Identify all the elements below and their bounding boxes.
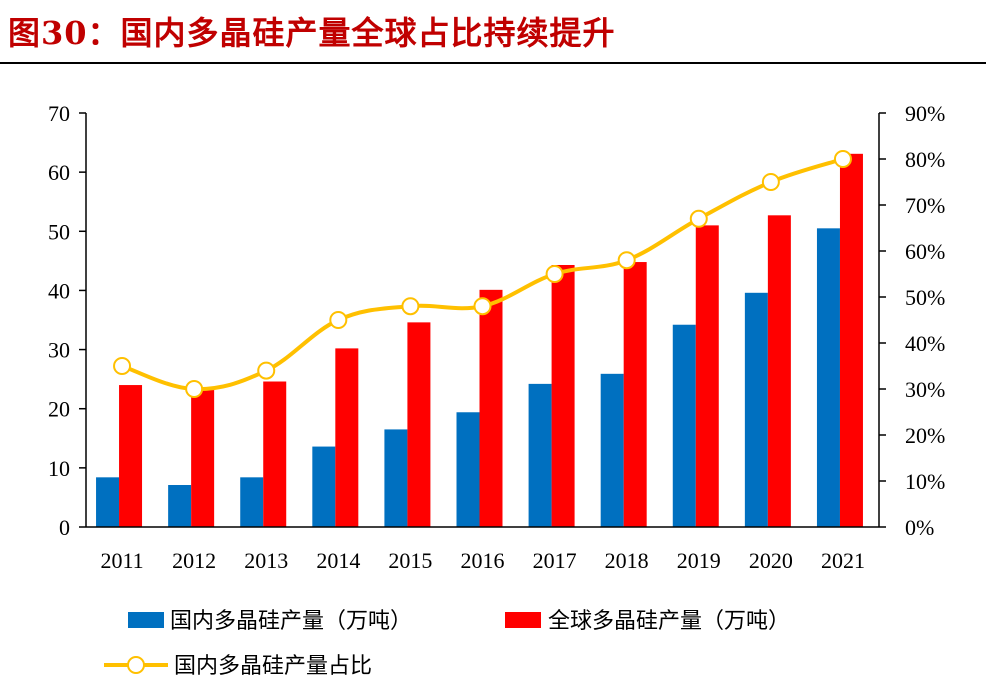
bar-global: [263, 381, 287, 527]
x-tick-label: 2019: [677, 548, 721, 573]
left-tick-label: 20: [48, 397, 70, 422]
right-tick-label: 70%: [905, 193, 945, 218]
legend-swatch-share-marker: [127, 656, 145, 674]
bar-global: [767, 215, 791, 527]
left-tick-label: 10: [48, 456, 70, 481]
bar-domestic: [456, 412, 480, 527]
share-point: [329, 311, 348, 329]
right-tick-label: 30%: [905, 377, 945, 402]
share-point: [185, 380, 204, 398]
share-point: [401, 297, 420, 316]
right-tick-label: 20%: [905, 423, 945, 448]
legend: 国内多晶硅产量（万吨） 全球多晶硅产量（万吨） 国内多晶硅产量占比: [104, 609, 790, 679]
x-tick-label: 2016: [461, 548, 505, 573]
share-point: [113, 357, 132, 375]
right-tick-label: 40%: [905, 331, 945, 356]
bar-domestic: [168, 485, 192, 527]
share-point: [617, 251, 636, 270]
bar-domestic: [672, 324, 696, 527]
right-tick-label: 50%: [905, 285, 945, 310]
bar-global: [191, 388, 215, 527]
x-tick-label: 2013: [244, 548, 288, 573]
share-point: [257, 361, 276, 380]
left-tick-label: 0: [59, 515, 70, 540]
left-tick-label: 40: [48, 278, 70, 303]
bar-domestic: [744, 292, 768, 527]
right-tick-label: 60%: [905, 239, 945, 264]
legend-swatch-domestic: [128, 612, 164, 628]
right-y-axis: 0% 10% 20% 30% 40% 50% 60% 70% 80% 90%: [878, 101, 945, 540]
x-tick-label: 2021: [821, 548, 865, 573]
bar-global: [335, 348, 359, 527]
right-tick-label: 90%: [905, 101, 945, 126]
bar-domestic: [600, 373, 624, 527]
bar-domestic: [384, 429, 408, 527]
share-point: [689, 209, 708, 228]
left-y-axis: 0 10 20 30 40 50 60 70: [48, 101, 87, 540]
legend-swatch-global: [505, 612, 541, 628]
x-tick-label: 2018: [605, 548, 649, 573]
bar-domestic: [96, 477, 120, 527]
share-line-series: [113, 150, 852, 398]
legend-label-global: 全球多晶硅产量（万吨）: [548, 609, 790, 634]
x-tick-label: 2020: [749, 548, 793, 573]
title-divider: [0, 62, 986, 64]
bar-global: [623, 262, 647, 527]
x-axis: 2011 2012 2013 2014 2015 2016 2017 2018 2019 2020…: [86, 526, 879, 573]
bar-global: [479, 289, 503, 527]
bar-domestic: [312, 446, 336, 527]
x-tick-label: 2015: [388, 548, 432, 573]
left-tick-label: 50: [48, 219, 70, 244]
bar-global: [695, 225, 719, 527]
share-point: [545, 265, 564, 283]
x-tick-label: 2017: [533, 548, 577, 573]
share-point: [833, 150, 852, 168]
right-tick-label: 0%: [905, 515, 934, 540]
share-point: [473, 297, 492, 316]
bar-domestic: [240, 477, 264, 527]
left-tick-label: 60: [48, 160, 70, 185]
share-point: [761, 173, 780, 191]
x-tick-label: 2011: [100, 548, 143, 573]
bar-domestic: [816, 228, 840, 528]
bar-global: [119, 385, 143, 527]
right-tick-label: 10%: [905, 469, 945, 494]
bar-global: [407, 322, 431, 527]
legend-label-share: 国内多晶硅产量占比: [174, 654, 372, 679]
chart-title: 图30：国内多晶硅产量全球占比持续提升: [8, 14, 616, 52]
x-tick-label: 2014: [316, 548, 360, 573]
legend-label-domestic: 国内多晶硅产量（万吨）: [170, 609, 412, 634]
x-tick-label: 2012: [172, 548, 216, 573]
bar-domestic: [528, 383, 552, 527]
bar-global: [839, 153, 863, 527]
right-tick-label: 80%: [905, 147, 945, 172]
left-tick-label: 70: [48, 101, 70, 126]
bar-global: [551, 264, 575, 527]
bar-series: [96, 153, 863, 528]
left-tick-label: 30: [48, 338, 70, 363]
